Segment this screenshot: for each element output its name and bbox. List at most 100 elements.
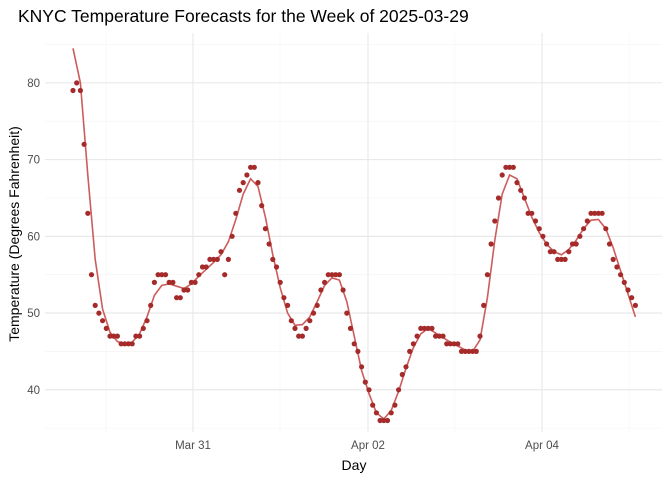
data-point bbox=[521, 195, 528, 201]
y-tick-label: 40 bbox=[27, 385, 40, 397]
data-point bbox=[599, 210, 605, 216]
data-point bbox=[458, 348, 465, 354]
data-point bbox=[518, 187, 524, 193]
data-point bbox=[507, 164, 513, 170]
data-point bbox=[407, 348, 413, 354]
data-point bbox=[551, 249, 557, 255]
data-point bbox=[532, 218, 539, 224]
data-point bbox=[270, 256, 276, 262]
data-point bbox=[447, 341, 453, 347]
data-point bbox=[111, 333, 117, 339]
x-tick-label: Apr 04 bbox=[525, 440, 559, 452]
data-point bbox=[566, 249, 572, 255]
data-point bbox=[573, 241, 579, 247]
data-point bbox=[74, 80, 80, 86]
data-point bbox=[495, 195, 502, 201]
data-point bbox=[318, 287, 324, 293]
y-axis-tick-labels: 40 50 60 70 80 bbox=[27, 78, 40, 397]
data-point bbox=[414, 333, 420, 339]
data-point bbox=[540, 233, 546, 239]
data-point bbox=[325, 272, 331, 278]
data-point bbox=[584, 218, 590, 224]
data-point bbox=[288, 318, 294, 324]
data-point bbox=[410, 341, 416, 347]
data-point bbox=[100, 318, 106, 324]
y-tick-label: 70 bbox=[27, 155, 40, 167]
data-point bbox=[581, 226, 587, 232]
data-point bbox=[377, 417, 383, 424]
data-point bbox=[155, 272, 161, 278]
data-point bbox=[236, 187, 243, 193]
data-point bbox=[114, 333, 120, 339]
data-point bbox=[440, 333, 446, 339]
data-point bbox=[347, 325, 354, 331]
data-point bbox=[255, 180, 261, 186]
data-point bbox=[603, 226, 609, 232]
data-point bbox=[329, 272, 335, 278]
data-point bbox=[333, 272, 339, 278]
data-point bbox=[399, 371, 405, 378]
x-axis-tick-labels: Mar 31 Apr 02 Apr 04 bbox=[175, 440, 559, 452]
data-point bbox=[103, 325, 109, 331]
data-point bbox=[273, 264, 280, 270]
major-gridlines bbox=[45, 33, 662, 432]
data-point bbox=[185, 287, 191, 293]
data-points bbox=[70, 80, 639, 424]
data-point bbox=[307, 318, 313, 324]
data-point bbox=[266, 241, 272, 247]
data-point bbox=[214, 256, 220, 262]
data-point bbox=[199, 264, 206, 270]
data-point bbox=[610, 256, 616, 262]
data-point bbox=[492, 218, 498, 224]
data-point bbox=[466, 348, 472, 354]
data-point bbox=[403, 364, 409, 370]
data-point bbox=[140, 325, 146, 331]
data-point bbox=[588, 210, 594, 216]
data-point bbox=[207, 256, 213, 262]
data-point bbox=[340, 287, 346, 293]
y-axis-title: Temperature (Degrees Fahrenheit) bbox=[6, 126, 22, 342]
y-tick-label: 50 bbox=[27, 308, 40, 320]
minor-gridlines bbox=[45, 33, 662, 432]
data-point bbox=[370, 402, 376, 408]
data-point bbox=[218, 249, 224, 255]
data-point bbox=[277, 279, 283, 285]
data-point bbox=[384, 417, 391, 424]
data-point bbox=[292, 325, 298, 331]
data-point bbox=[444, 341, 450, 347]
data-point bbox=[144, 318, 150, 324]
data-point bbox=[174, 295, 180, 301]
data-point bbox=[196, 272, 202, 278]
data-point bbox=[81, 141, 87, 147]
data-point bbox=[70, 87, 76, 94]
data-point bbox=[614, 264, 620, 270]
data-point bbox=[503, 164, 509, 170]
data-point bbox=[310, 310, 317, 316]
data-point bbox=[547, 249, 553, 255]
data-point bbox=[229, 233, 235, 239]
data-point bbox=[606, 241, 613, 247]
data-point bbox=[529, 210, 535, 216]
data-point bbox=[388, 410, 394, 416]
data-point bbox=[562, 256, 568, 262]
y-tick-label: 80 bbox=[27, 78, 40, 90]
data-point bbox=[259, 203, 265, 209]
data-point bbox=[118, 341, 124, 347]
data-point bbox=[77, 87, 83, 94]
data-point bbox=[592, 210, 598, 216]
data-point bbox=[85, 210, 91, 216]
data-point bbox=[162, 272, 169, 278]
data-point bbox=[366, 387, 372, 393]
data-point bbox=[314, 302, 320, 308]
data-point bbox=[425, 325, 431, 331]
data-point bbox=[299, 333, 305, 339]
data-point bbox=[625, 287, 631, 293]
data-point bbox=[429, 325, 435, 331]
data-point bbox=[96, 310, 102, 316]
data-point bbox=[632, 302, 639, 308]
data-point bbox=[248, 164, 254, 170]
data-point bbox=[462, 348, 468, 354]
data-point bbox=[484, 272, 490, 278]
data-point bbox=[107, 333, 113, 339]
